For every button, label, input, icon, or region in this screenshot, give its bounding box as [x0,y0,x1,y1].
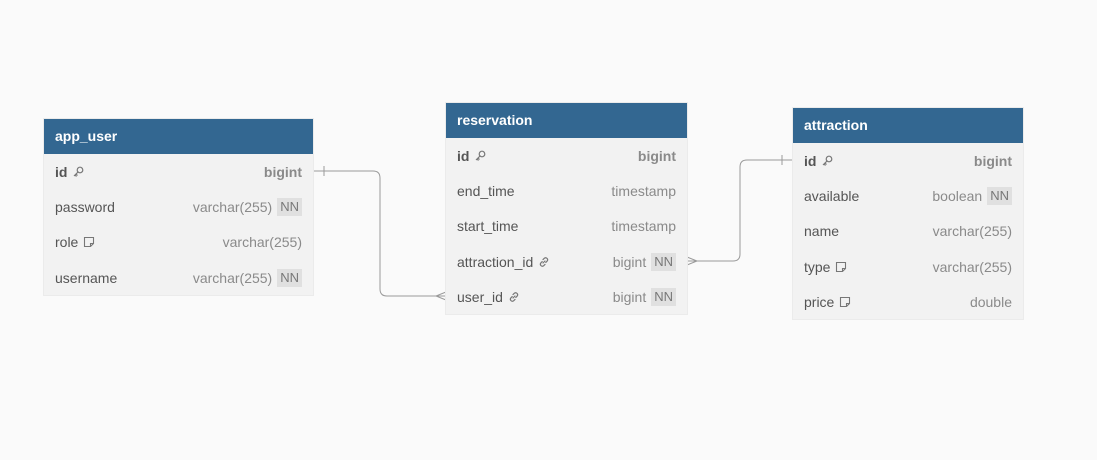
not-null-badge: NN [277,197,302,216]
field-name: end_time [457,182,515,199]
field-name: type [804,258,831,275]
field-type: varchar(255) [932,223,1012,240]
field-type: varchar(255) [932,258,1012,275]
table-attraction[interactable]: attraction id bigint available boolean NN… [793,108,1023,320]
field-row[interactable]: id bigint [446,138,687,173]
key-icon [821,155,833,167]
field-name: password [55,198,115,215]
note-icon[interactable] [839,296,851,308]
not-null-badge: NN [277,268,302,287]
field-name: id [804,152,817,169]
field-row[interactable]: available boolean NN [793,178,1023,213]
field-name: user_id [457,288,503,305]
field-row[interactable]: end_time timestamp [446,173,687,208]
field-name: price [804,293,835,310]
field-type: bigint [612,253,647,270]
field-type: varchar(255) [192,269,273,286]
key-icon [72,166,84,178]
field-name: role [55,234,79,251]
field-row[interactable]: start_time timestamp [446,209,687,244]
not-null-badge: NN [651,287,676,306]
table-title: app_user [44,119,313,154]
field-row[interactable]: type varchar(255) [793,249,1023,284]
cardinality-many-mark [686,256,699,266]
link-icon [538,256,550,268]
field-row[interactable]: attraction_id bigint NN [446,244,687,279]
note-icon[interactable] [835,261,847,273]
field-type: varchar(255) [192,198,273,215]
link-icon [508,291,520,303]
table-app-user[interactable]: app_user id bigint password varchar(255)… [44,119,313,296]
field-name: attraction_id [457,253,534,270]
field-type: bigint [637,147,676,164]
field-type: double [969,293,1012,310]
key-icon [474,150,486,162]
not-null-badge: NN [651,252,676,271]
field-row[interactable]: id bigint [793,143,1023,178]
table-reservation[interactable]: reservation id bigint end_time timestamp… [446,103,687,315]
note-icon[interactable] [83,236,95,248]
field-row[interactable]: name varchar(255) [793,214,1023,249]
field-type: bigint [612,288,647,305]
field-name: start_time [457,218,519,235]
field-type: boolean [932,187,983,204]
field-row[interactable]: price double [793,284,1023,319]
field-row[interactable]: username varchar(255) NN [44,260,313,295]
field-name: available [804,187,860,204]
field-type: varchar(255) [222,234,302,251]
table-title: reservation [446,103,687,138]
field-name: username [55,269,118,286]
relationship-line-user [313,170,446,297]
field-type: timestamp [611,182,676,199]
field-row[interactable]: password varchar(255) NN [44,189,313,224]
cardinality-many-mark [434,291,447,301]
relationship-line-attraction [687,159,793,262]
not-null-badge: NN [987,186,1012,205]
field-name: id [457,147,470,164]
table-title: attraction [793,108,1023,143]
field-row[interactable]: id bigint [44,154,313,189]
field-type: bigint [263,163,302,180]
field-type: timestamp [611,218,676,235]
field-row[interactable]: user_id bigint NN [446,279,687,314]
field-type: bigint [973,152,1012,169]
field-name: id [55,163,68,180]
field-row[interactable]: role varchar(255) [44,225,313,260]
field-name: name [804,223,840,240]
